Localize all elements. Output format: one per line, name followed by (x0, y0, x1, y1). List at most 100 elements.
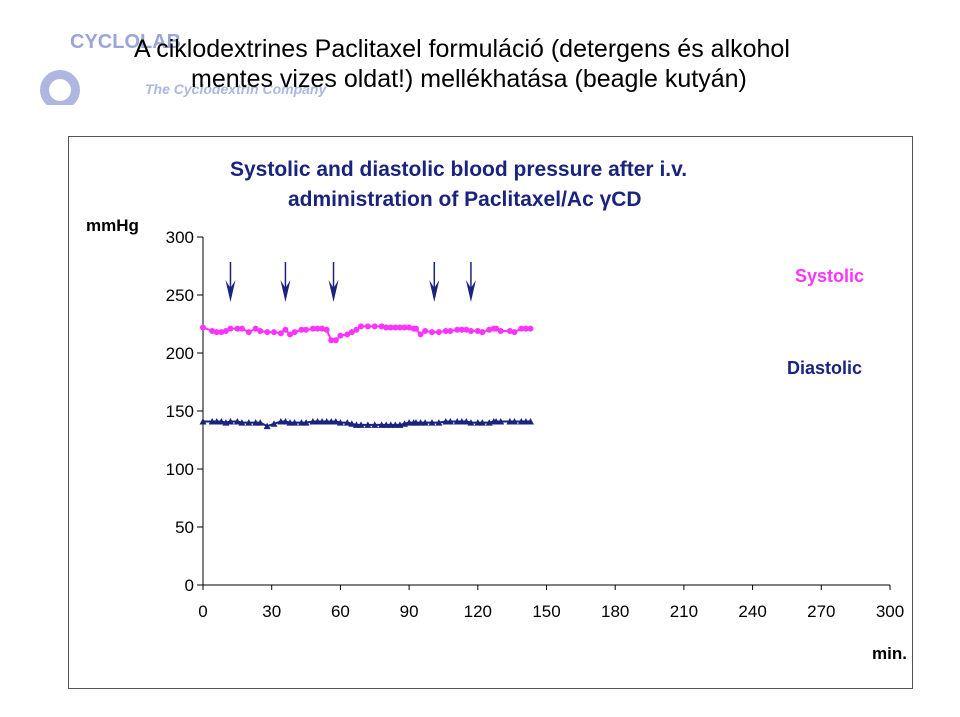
point-diastolic-8 (245, 419, 253, 426)
point-systolic-50 (467, 327, 474, 334)
point-diastolic-48 (458, 417, 466, 425)
point-diastolic-38 (405, 419, 413, 426)
y-tick-label-0: 0 (185, 576, 194, 595)
point-systolic-49 (463, 326, 470, 333)
point-diastolic-26 (343, 419, 351, 426)
point-diastolic-1 (208, 417, 216, 425)
point-systolic-23 (328, 337, 335, 344)
point-systolic-1 (209, 327, 216, 334)
point-diastolic-56 (497, 417, 505, 425)
point-diastolic-13 (277, 417, 285, 425)
point-systolic-38 (406, 324, 413, 331)
point-systolic-58 (511, 329, 518, 336)
point-systolic-48 (458, 326, 465, 333)
point-diastolic-7 (238, 419, 246, 426)
x-tick-label-60: 60 (331, 602, 350, 621)
point-systolic-15 (287, 331, 294, 338)
point-systolic-47 (454, 326, 461, 333)
point-systolic-9 (252, 325, 259, 332)
point-diastolic-18 (302, 419, 310, 426)
point-diastolic-0 (199, 417, 207, 425)
point-systolic-44 (435, 329, 442, 336)
y-tick-label-200: 200 (166, 344, 194, 363)
point-systolic-37 (401, 324, 408, 331)
point-diastolic-28 (352, 421, 360, 428)
point-diastolic-11 (263, 422, 271, 430)
point-systolic-3 (218, 329, 225, 336)
series-label-systolic: Systolic (795, 266, 865, 286)
point-systolic-24 (332, 337, 339, 344)
x-tick-label-210: 210 (670, 602, 698, 621)
x-tick-label-150: 150 (532, 602, 560, 621)
point-diastolic-57 (506, 417, 514, 425)
chart-title: Systolic and diastolic blood pressure af… (230, 155, 790, 215)
point-systolic-21 (319, 325, 326, 332)
point-systolic-26 (344, 331, 351, 338)
point-diastolic-51 (474, 419, 482, 426)
point-systolic-40 (412, 325, 419, 332)
point-systolic-11 (264, 329, 271, 336)
point-systolic-12 (270, 329, 277, 336)
point-systolic-56 (497, 327, 504, 334)
point-systolic-17 (298, 326, 305, 333)
point-systolic-55 (493, 325, 500, 332)
admin-arrow-icon-4 (465, 280, 476, 302)
point-systolic-16 (291, 329, 298, 336)
point-systolic-35 (392, 324, 399, 331)
point-systolic-10 (257, 327, 264, 334)
point-systolic-25 (337, 332, 344, 339)
point-diastolic-6 (233, 417, 241, 425)
point-systolic-5 (227, 325, 234, 332)
point-systolic-20 (314, 325, 321, 332)
point-systolic-19 (309, 325, 316, 332)
page-title-line1: A ciklodextrines Paclitaxel formuláció (… (134, 35, 790, 63)
point-systolic-61 (527, 325, 534, 332)
point-diastolic-25 (336, 419, 344, 426)
point-diastolic-58 (510, 417, 518, 425)
cyclolab-logo: CYCLOLAB The Cyclodextrin Company (30, 10, 330, 105)
x-tick-label-120: 120 (464, 602, 492, 621)
x-tick-label-240: 240 (738, 602, 766, 621)
chart-frame (68, 136, 913, 689)
point-systolic-2 (213, 329, 220, 336)
point-systolic-8 (245, 329, 252, 336)
chart-title-line1: Systolic and diastolic blood pressure af… (230, 158, 688, 181)
point-diastolic-23 (327, 417, 335, 425)
point-diastolic-60 (522, 417, 530, 425)
point-systolic-41 (417, 331, 424, 338)
point-diastolic-17 (297, 419, 305, 426)
point-systolic-34 (387, 324, 394, 331)
point-diastolic-35 (391, 421, 399, 428)
admin-arrow-icon-0 (225, 280, 236, 302)
point-systolic-45 (442, 327, 449, 334)
point-diastolic-44 (435, 419, 443, 426)
point-systolic-14 (282, 326, 289, 333)
x-axis-unit: min. (872, 644, 907, 663)
point-diastolic-31 (371, 421, 379, 428)
point-systolic-33 (383, 324, 390, 331)
series-label-diastolic: Diastolic (787, 358, 863, 378)
point-systolic-46 (447, 327, 454, 334)
point-systolic-57 (506, 327, 513, 334)
point-diastolic-43 (428, 419, 436, 426)
point-diastolic-41 (417, 419, 425, 426)
point-diastolic-59 (517, 417, 525, 425)
point-diastolic-29 (357, 421, 365, 428)
point-systolic-32 (378, 323, 385, 330)
point-systolic-59 (518, 325, 525, 332)
point-diastolic-42 (421, 419, 429, 426)
admin-arrow-icon-1 (280, 280, 291, 302)
point-diastolic-15 (286, 419, 294, 426)
admin-arrow-icon-2 (328, 280, 339, 302)
x-tick-label-180: 180 (601, 602, 629, 621)
point-diastolic-2 (213, 417, 221, 425)
x-tick-label-0: 0 (198, 602, 207, 621)
point-diastolic-49 (462, 417, 470, 425)
point-diastolic-47 (453, 417, 461, 425)
point-systolic-36 (396, 324, 403, 331)
point-systolic-31 (371, 323, 378, 330)
point-systolic-29 (358, 323, 365, 330)
point-diastolic-34 (387, 421, 395, 428)
point-systolic-22 (323, 326, 330, 333)
point-diastolic-19 (309, 417, 317, 425)
